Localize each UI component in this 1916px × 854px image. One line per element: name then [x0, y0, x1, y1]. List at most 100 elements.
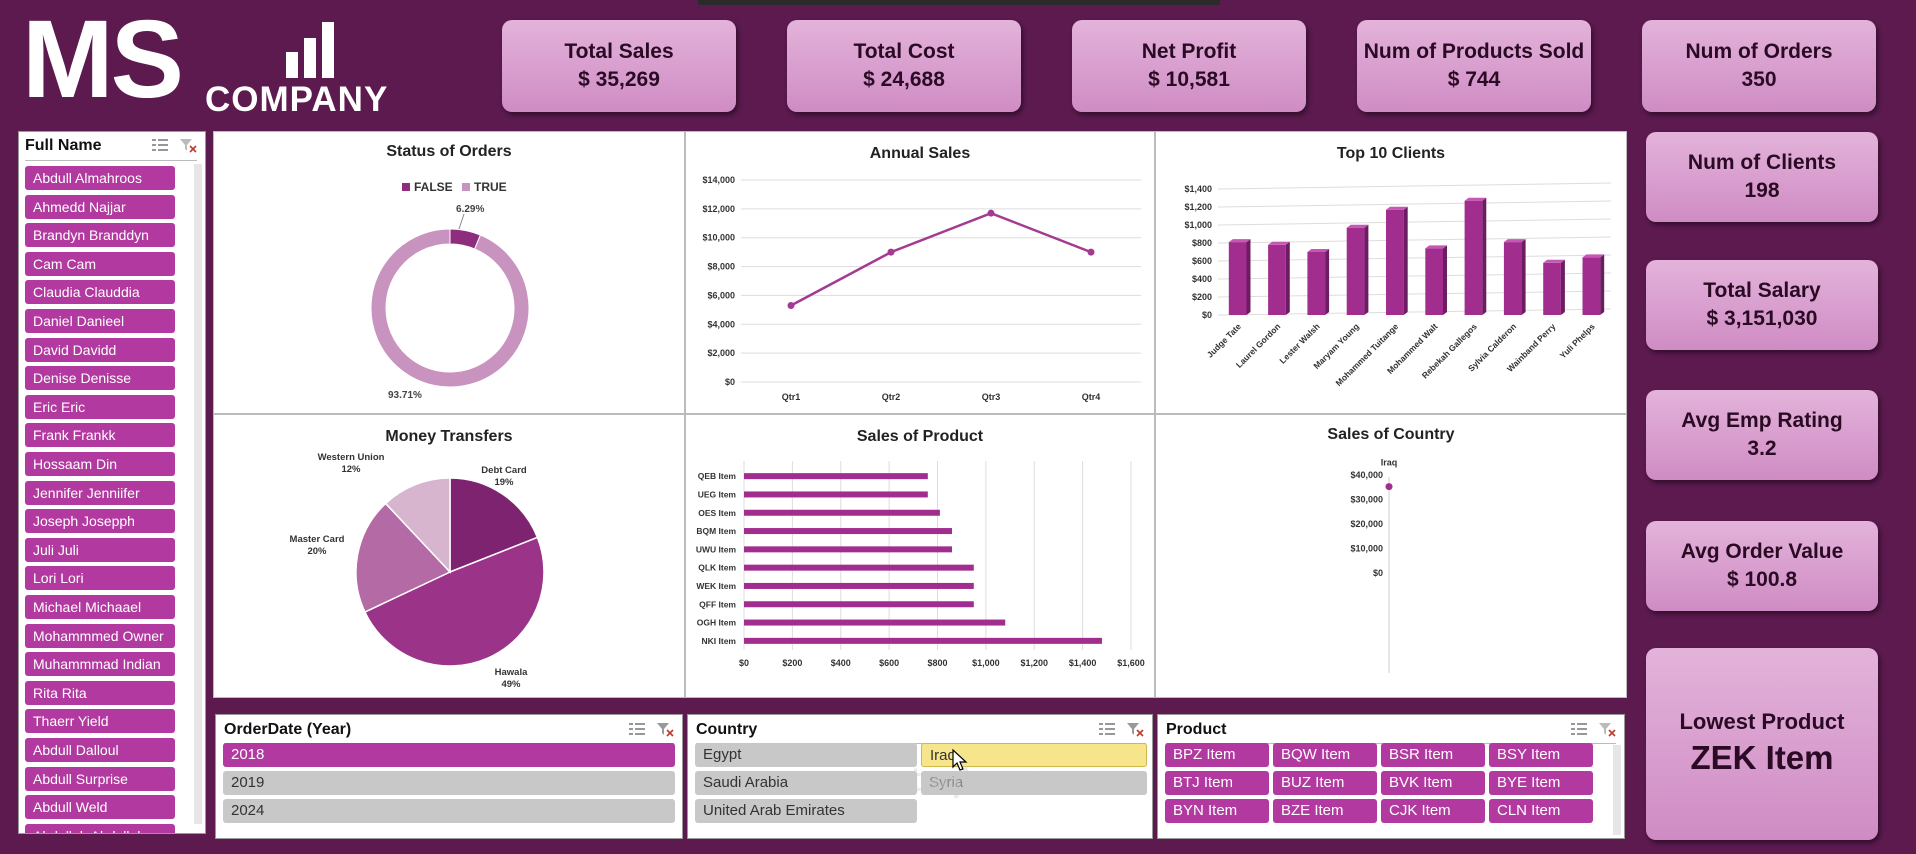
fullname-slicer[interactable]: Full Name Abdull Almahroos Ahmedd Najjar B… — [18, 131, 206, 834]
country-egypt-button[interactable]: Egypt — [695, 743, 917, 767]
bar — [1464, 200, 1483, 315]
kpi-total-salary: Total Salary $ 3,151,030 — [1646, 260, 1878, 350]
multi-select-icon[interactable] — [628, 721, 646, 737]
fullname-item[interactable]: Lori Lori — [25, 566, 175, 591]
bar — [1425, 248, 1443, 315]
y-tick-label: $10,000 — [1350, 544, 1383, 554]
data-label: 6.29% — [456, 204, 484, 215]
kpi-value: $ 100.8 — [1726, 568, 1798, 591]
multi-select-icon[interactable] — [1098, 721, 1116, 737]
y-tick-label: $0 — [1373, 568, 1383, 578]
year-slicer[interactable]: OrderDate (Year) 2018 2019 2024 — [215, 714, 683, 839]
product-item[interactable]: CLN Item — [1489, 799, 1593, 823]
product-item[interactable]: BYN Item — [1165, 799, 1269, 823]
data-label-category: Western Union — [318, 452, 385, 463]
bar-side — [1364, 224, 1369, 315]
data-label-value: 19% — [494, 477, 514, 488]
kpi-lowest-product: Lowest Product ZEK Item — [1646, 648, 1878, 840]
fullname-item[interactable]: Abdull Surprise — [25, 766, 175, 791]
fullname-item[interactable]: Abdull Weld — [25, 795, 175, 820]
fullname-item[interactable]: David Davidd — [25, 337, 175, 362]
product-item[interactable]: BSR Item — [1381, 743, 1485, 767]
x-tick-label: $400 — [831, 658, 851, 668]
product-item[interactable]: BUZ Item — [1273, 771, 1377, 795]
kpi-num-clients: Num of Clients 198 — [1646, 132, 1878, 222]
kpi-value: $ 744 — [1447, 68, 1501, 91]
y-tick-label: UWU Item — [696, 544, 737, 554]
country-slicer[interactable]: Country Egypt Iraq Saudi Arabia Syria Un… — [687, 714, 1153, 839]
x-tick-label: Qtr1 — [782, 392, 801, 402]
x-tick-label: Qtr3 — [982, 392, 1001, 402]
fullname-item[interactable]: Jennifer Jenniifer — [25, 480, 175, 505]
multi-select-icon[interactable] — [151, 137, 169, 153]
fullname-item[interactable]: Denise Denisse — [25, 366, 175, 391]
scrollbar[interactable] — [194, 164, 202, 824]
fullname-item[interactable]: Mohammmed Owner — [25, 623, 175, 648]
year-2024-button[interactable]: 2024 — [223, 799, 675, 823]
bar-top — [1582, 254, 1605, 258]
country-syria-button[interactable]: Syria — [921, 771, 1147, 795]
x-tick-label: $0 — [739, 658, 749, 668]
fullname-item[interactable]: Abdull Dalloul — [25, 738, 175, 762]
status-of-orders-panel: Status of Orders FALSE TRUE 6.29% 93.71% — [213, 131, 685, 414]
product-item[interactable]: BTJ Item — [1165, 771, 1269, 795]
x-tick-label: $600 — [879, 658, 899, 668]
logo-ms-text: MS — [22, 0, 184, 121]
product-item[interactable]: BVK Item — [1381, 771, 1485, 795]
y-tick-label: $30,000 — [1350, 495, 1383, 505]
bar-top — [1543, 259, 1565, 263]
fullname-item[interactable]: Thaerr Yield — [25, 709, 175, 734]
fullname-item[interactable]: Rita Rita — [25, 680, 175, 705]
country-saudi-arabia-button[interactable]: Saudi Arabia — [695, 771, 917, 795]
fullname-item[interactable]: Hossaam Din — [25, 452, 175, 476]
y-tick-label: $6,000 — [707, 290, 735, 300]
fullname-item[interactable]: Brandyn Branddyn — [25, 223, 175, 248]
chart-title: Money Transfers — [385, 428, 513, 445]
year-2018-button[interactable]: 2018 — [223, 743, 675, 767]
fullname-item[interactable]: Daniel Danieel — [25, 309, 175, 333]
fullname-item[interactable]: Juli Juli — [25, 537, 175, 562]
clear-filter-icon[interactable] — [1126, 721, 1144, 737]
bar — [744, 509, 940, 516]
country-uae-button[interactable]: United Arab Emirates — [695, 799, 917, 823]
fullname-item[interactable]: Abdullah Abdullah — [25, 823, 175, 833]
kpi-title: Total Salary — [1703, 279, 1821, 302]
product-item[interactable]: CJK Item — [1381, 799, 1485, 823]
fullname-item[interactable]: Abdull Almahroos — [25, 166, 175, 190]
product-slicer[interactable]: Product BPZ Item BQW Item BSR Item BSY Item… — [1157, 714, 1625, 839]
y-tick-label: $12,000 — [702, 204, 735, 214]
bar — [744, 491, 928, 498]
year-2019-button[interactable]: 2019 — [223, 771, 675, 795]
fullname-item[interactable]: Joseph Josepph — [25, 509, 175, 534]
y-tick-label: QLK Item — [698, 563, 736, 573]
bar-side — [1246, 239, 1251, 315]
multi-select-icon[interactable] — [1570, 721, 1588, 737]
x-tick-label: Judge Tate — [1205, 321, 1244, 360]
fullname-item[interactable]: Claudia Clauddia — [25, 280, 175, 305]
fullname-item[interactable]: Ahmedd Najjar — [25, 194, 175, 219]
clear-filter-icon[interactable] — [1598, 721, 1616, 737]
x-tick-label: $1,600 — [1117, 658, 1145, 668]
fullname-item[interactable]: Michael Michaael — [25, 595, 175, 619]
donut-slice — [370, 228, 530, 388]
fullname-item[interactable]: Cam Cam — [25, 251, 175, 276]
clear-filter-icon[interactable] — [656, 721, 674, 737]
clear-filter-icon[interactable] — [179, 137, 197, 153]
product-item[interactable]: BQW Item — [1273, 743, 1377, 767]
company-logo: MS COMPANY — [20, 0, 387, 121]
product-item[interactable]: BPZ Item — [1165, 743, 1269, 767]
product-item[interactable]: BZE Item — [1273, 799, 1377, 823]
kpi-num-products-sold: Num of Products Sold $ 744 — [1357, 20, 1591, 112]
fullname-item[interactable]: Frank Frankk — [25, 423, 175, 448]
product-item[interactable]: BYE Item — [1489, 771, 1593, 795]
y-tick-label: $400 — [1192, 274, 1212, 284]
bar — [1268, 244, 1286, 315]
bar-side — [1600, 254, 1605, 315]
data-point — [1087, 248, 1095, 256]
product-item[interactable]: BSY Item — [1489, 743, 1593, 767]
fullname-item[interactable]: Eric Eric — [25, 394, 175, 419]
fullname-item[interactable]: Muhammmad Indian — [25, 652, 175, 677]
kpi-title: Lowest Product — [1679, 709, 1845, 734]
scrollbar[interactable] — [1613, 745, 1621, 835]
